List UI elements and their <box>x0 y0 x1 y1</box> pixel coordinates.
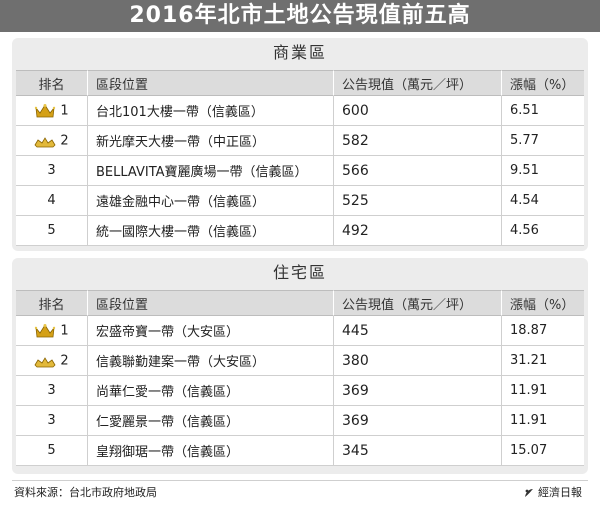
table-row: 5 統一國際大樓一帶（信義區） 492 4.56 <box>16 216 584 246</box>
residential-table: 排名 區段位置 公告現值（萬元／坪） 漲幅（%） 1 宏盛帝寶一帶（大安區） 4… <box>16 290 584 466</box>
source-note: 資料來源：台北市政府地政局 <box>14 486 157 499</box>
value-cell: 566 <box>334 156 502 186</box>
rank-cell: 5 <box>16 216 88 246</box>
table-row: 4 遠雄金融中心一帶（信義區） 525 4.54 <box>16 186 584 216</box>
increase-cell: 18.87 <box>502 316 584 346</box>
column-header-rank: 排名 <box>16 290 88 316</box>
table-row: 1 台北101大樓一帶（信義區） 600 6.51 <box>16 96 584 126</box>
table-row: 3 BELLAVITA寶麗廣場一帶（信義區） 566 9.51 <box>16 156 584 186</box>
rank-cell: 3 <box>16 156 88 186</box>
rank-cell: 1 <box>16 96 88 126</box>
residential-panel: 住宅區 排名 區段位置 公告現值（萬元／坪） 漲幅（%） 1 宏盛帝寶一帶（大 <box>12 258 588 474</box>
section-title-commercial: 商業區 <box>272 43 327 62</box>
rank-cell: 3 <box>16 406 88 436</box>
column-header-increase: 漲幅（%） <box>502 290 584 316</box>
column-header-increase: 漲幅（%） <box>502 70 584 96</box>
value-cell: 369 <box>334 376 502 406</box>
location-cell: BELLAVITA寶麗廣場一帶（信義區） <box>88 156 334 186</box>
rank-cell: 5 <box>16 436 88 466</box>
value-cell: 369 <box>334 406 502 436</box>
rank-cell: 4 <box>16 186 88 216</box>
rank-value: 2 <box>60 353 69 368</box>
section-title-residential: 住宅區 <box>272 263 327 282</box>
increase-cell: 11.91 <box>502 376 584 406</box>
column-header-rank: 排名 <box>16 70 88 96</box>
value-cell: 582 <box>334 126 502 156</box>
table-row: 1 宏盛帝寶一帶（大安區） 445 18.87 <box>16 316 584 346</box>
location-cell: 宏盛帝寶一帶（大安區） <box>88 316 334 346</box>
increase-cell: 9.51 <box>502 156 584 186</box>
value-cell: 600 <box>334 96 502 126</box>
increase-cell: 4.56 <box>502 216 584 246</box>
footer: 資料來源：台北市政府地政局 經濟日報 <box>14 484 586 502</box>
location-cell: 皇翔御琚一帶（信義區） <box>88 436 334 466</box>
location-cell: 信義聯勤建案一帶（大安區） <box>88 346 334 376</box>
increase-cell: 4.54 <box>502 186 584 216</box>
column-header-value: 公告現值（萬元／坪） <box>334 70 502 96</box>
table-header-row: 排名 區段位置 公告現值（萬元／坪） 漲幅（%） <box>16 290 584 316</box>
location-cell: 尚華仁愛一帶（信義區） <box>88 376 334 406</box>
column-header-location: 區段位置 <box>88 290 334 316</box>
value-cell: 380 <box>334 346 502 376</box>
rank-cell: 1 <box>16 316 88 346</box>
rank-value: 2 <box>60 133 69 148</box>
silver-crown-icon <box>34 136 56 147</box>
commercial-table: 排名 區段位置 公告現值（萬元／坪） 漲幅（%） 1 台北101大樓一帶（信義區… <box>16 70 584 246</box>
rank-cell: 3 <box>16 376 88 406</box>
location-cell: 遠雄金融中心一帶（信義區） <box>88 186 334 216</box>
column-header-value: 公告現值（萬元／坪） <box>334 290 502 316</box>
value-cell: 445 <box>334 316 502 346</box>
table-row: 3 仁愛麗景一帶（信義區） 369 11.91 <box>16 406 584 436</box>
rank-cell: 2 <box>16 346 88 376</box>
table-row: 2 信義聯勤建案一帶（大安區） 380 31.21 <box>16 346 584 376</box>
location-cell: 仁愛麗景一帶（信義區） <box>88 406 334 436</box>
increase-cell: 5.77 <box>502 126 584 156</box>
gold-crown-icon <box>35 323 56 337</box>
silver-crown-icon <box>34 356 56 367</box>
location-cell: 新光摩天大樓一帶（中正區） <box>88 126 334 156</box>
rank-value: 1 <box>60 323 69 338</box>
rank-value: 1 <box>60 103 69 118</box>
increase-cell: 15.07 <box>502 436 584 466</box>
table-row: 2 新光摩天大樓一帶（中正區） 582 5.77 <box>16 126 584 156</box>
column-header-location: 區段位置 <box>88 70 334 96</box>
value-cell: 525 <box>334 186 502 216</box>
rank-cell: 2 <box>16 126 88 156</box>
value-cell: 345 <box>334 436 502 466</box>
increase-cell: 31.21 <box>502 346 584 376</box>
gold-crown-icon <box>35 103 56 117</box>
table-header-row: 排名 區段位置 公告現值（萬元／坪） 漲幅（%） <box>16 70 584 96</box>
page-title: 2016年北市土地公告現值前五高 <box>0 0 600 32</box>
publisher-brand: 經濟日報 <box>523 484 582 500</box>
value-cell: 492 <box>334 216 502 246</box>
publisher-logo-icon <box>525 489 533 497</box>
table-row: 5 皇翔御琚一帶（信義區） 345 15.07 <box>16 436 584 466</box>
increase-cell: 11.91 <box>502 406 584 436</box>
commercial-panel: 商業區 排名 區段位置 公告現值（萬元／坪） 漲幅（%） 1 台北101大樓一 <box>12 38 588 251</box>
increase-cell: 6.51 <box>502 96 584 126</box>
publisher-name: 經濟日報 <box>538 486 582 499</box>
location-cell: 統一國際大樓一帶（信義區） <box>88 216 334 246</box>
location-cell: 台北101大樓一帶（信義區） <box>88 96 334 126</box>
table-row: 3 尚華仁愛一帶（信義區） 369 11.91 <box>16 376 584 406</box>
footer-divider <box>12 480 588 481</box>
